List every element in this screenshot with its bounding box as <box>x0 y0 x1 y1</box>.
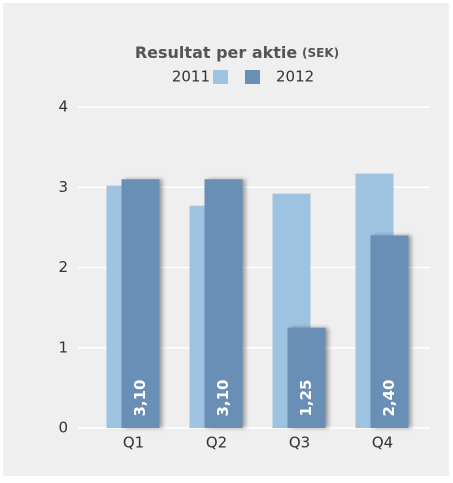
data-label: 3,10 <box>214 379 232 416</box>
data-label: 2,40 <box>380 379 398 416</box>
chart-title: Resultat per aktie (SEK) <box>135 43 339 62</box>
legend-swatch <box>245 70 260 84</box>
x-tick-label: Q3 <box>289 434 310 452</box>
x-tick-label: Q1 <box>123 434 144 452</box>
y-tick-label: 4 <box>58 98 68 116</box>
bar <box>121 179 160 428</box>
bar <box>370 235 409 428</box>
y-tick-label: 0 <box>58 419 68 437</box>
legend-label: 2011 <box>172 68 210 86</box>
bar <box>204 179 243 428</box>
data-label: 3,10 <box>131 379 149 416</box>
x-tick-label: Q4 <box>372 434 393 452</box>
legend-swatch <box>213 70 228 84</box>
bar <box>287 327 326 428</box>
y-tick-label: 2 <box>58 258 68 276</box>
y-tick-label: 3 <box>58 178 68 196</box>
data-label: 1,25 <box>297 379 315 416</box>
y-tick-label: 1 <box>58 338 68 356</box>
x-tick-label: Q2 <box>206 434 227 452</box>
legend-label: 2012 <box>276 68 314 86</box>
